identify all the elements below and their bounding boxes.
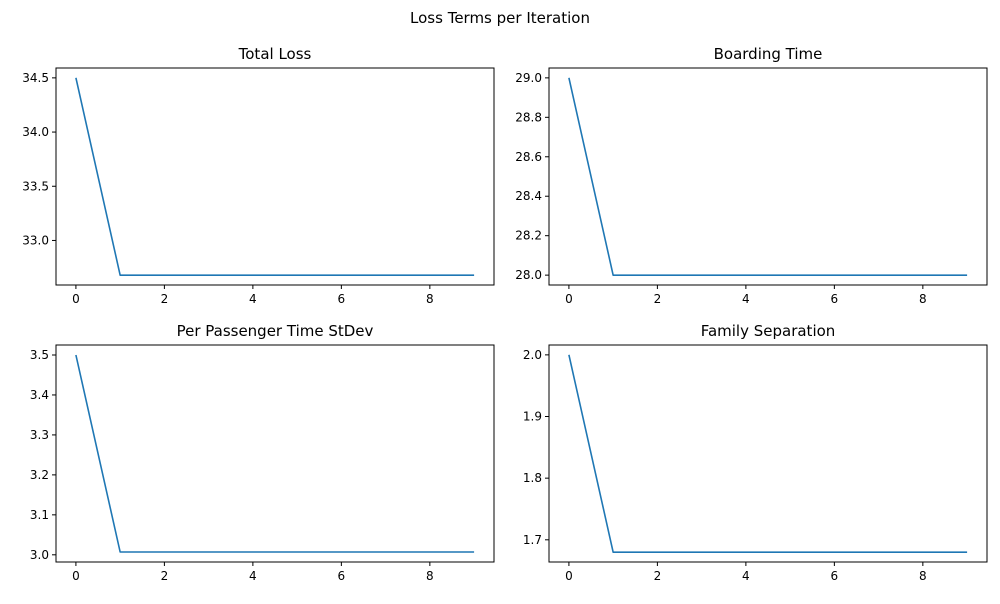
series-line [76, 78, 474, 275]
subplot-0: Total Loss 0 2 4 6 8 33.0 33.5 34.0 34.5 [22, 45, 494, 306]
y-tick-label: 28.6 [515, 150, 542, 164]
x-tick-label: 8 [426, 569, 434, 583]
y-tick-label: 3.0 [30, 548, 49, 562]
y-tick-label: 33.5 [22, 179, 49, 193]
x-tick-label: 0 [72, 292, 80, 306]
y-tick-label: 3.3 [30, 428, 49, 442]
x-tick-label: 6 [831, 292, 839, 306]
subplot-title: Boarding Time [714, 45, 823, 63]
x-tick-label: 4 [742, 292, 750, 306]
y-tick-label: 33.0 [22, 233, 49, 247]
subplot-2: Per Passenger Time StDev 0 2 4 6 8 3.0 3.1 3.2 3.… [30, 322, 494, 583]
subplot-title: Per Passenger Time StDev [177, 322, 374, 340]
y-tick-label: 34.0 [22, 125, 49, 139]
x-tick-label: 0 [565, 292, 573, 306]
subplot-1: Boarding Time 0 2 4 6 8 28.0 28.2 28.4 28.6 28.8 29… [515, 45, 987, 306]
y-tick-label: 29.0 [515, 71, 542, 85]
x-tick-label: 2 [161, 292, 169, 306]
axes-frame [549, 345, 987, 562]
x-tick-label: 8 [919, 292, 927, 306]
axes-frame [549, 68, 987, 285]
x-tick-label: 6 [338, 292, 346, 306]
y-tick-label: 2.0 [523, 348, 542, 362]
axes-frame [56, 68, 494, 285]
x-tick-label: 8 [426, 292, 434, 306]
subplot-3: Family Separation 0 2 4 6 8 1.7 1.8 1.9 2.0 [523, 322, 987, 583]
y-tick-label: 3.4 [30, 388, 49, 402]
x-tick-label: 2 [654, 569, 662, 583]
y-tick-label: 3.5 [30, 348, 49, 362]
y-tick-label: 28.4 [515, 189, 542, 203]
series-line [569, 78, 967, 275]
y-tick-label: 28.0 [515, 268, 542, 282]
x-tick-label: 2 [161, 569, 169, 583]
x-tick-label: 2 [654, 292, 662, 306]
x-tick-label: 8 [919, 569, 927, 583]
x-tick-label: 6 [831, 569, 839, 583]
x-tick-label: 4 [742, 569, 750, 583]
figure-suptitle: Loss Terms per Iteration [0, 9, 1000, 27]
y-tick-label: 1.8 [523, 471, 542, 485]
subplot-title: Family Separation [701, 322, 836, 340]
x-tick-label: 4 [249, 569, 257, 583]
x-tick-label: 6 [338, 569, 346, 583]
y-tick-label: 34.5 [22, 71, 49, 85]
y-tick-label: 1.9 [523, 410, 542, 424]
y-tick-label: 28.2 [515, 229, 542, 243]
axes-frame [56, 345, 494, 562]
series-line [569, 355, 967, 552]
subplot-title: Total Loss [238, 45, 312, 63]
x-tick-label: 0 [72, 569, 80, 583]
x-tick-label: 4 [249, 292, 257, 306]
y-tick-label: 3.1 [30, 508, 49, 522]
x-tick-label: 0 [565, 569, 573, 583]
series-line [76, 355, 474, 552]
y-tick-label: 3.2 [30, 468, 49, 482]
y-tick-label: 1.7 [523, 533, 542, 547]
y-tick-label: 28.8 [515, 110, 542, 124]
